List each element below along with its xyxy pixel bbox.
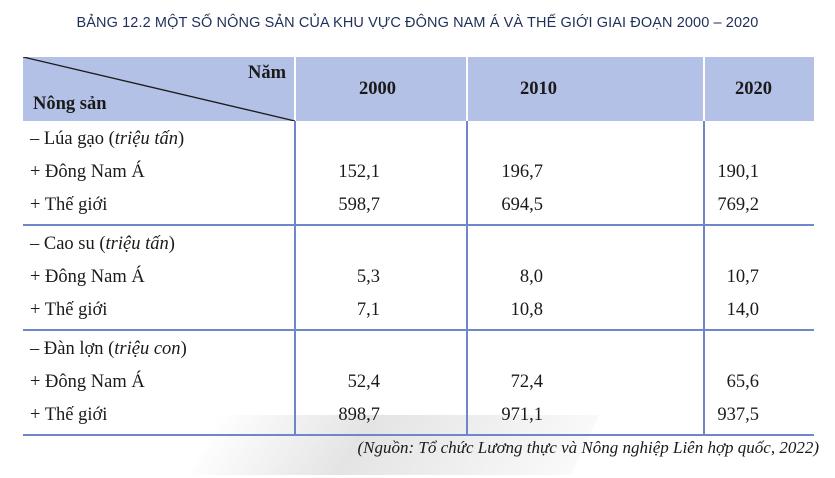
group-title: – Lúa gạo (triệu tấn)	[30, 129, 185, 149]
corner-product-label: Nông sản	[33, 94, 107, 114]
cell-value: 65,6	[726, 372, 759, 392]
group-pigs: – Đàn lợn (triệu con) + Đông Nam Á + Thế…	[23, 330, 814, 436]
cell-value: 72,4	[510, 372, 543, 392]
cell-value: 14,0	[726, 300, 759, 320]
row-label: + Đông Nam Á	[30, 267, 145, 287]
cell-value: 10,7	[726, 267, 759, 287]
cell-value: 598,7	[338, 195, 380, 215]
row-label: + Đông Nam Á	[30, 372, 145, 392]
group-title: – Cao su (triệu tấn)	[30, 234, 175, 254]
cell-value: 5,3	[356, 267, 380, 287]
cell-value: 694,5	[501, 195, 543, 215]
unit: triệu con	[114, 339, 181, 359]
cell-value: 769,2	[717, 195, 759, 215]
row-label: + Thế giới	[30, 300, 108, 320]
year-header: 2020	[703, 57, 814, 121]
group-rice: – Lúa gạo (triệu tấn) + Đông Nam Á + Thế…	[23, 121, 814, 226]
unit: triệu tấn	[114, 129, 178, 149]
cell-value: 898,7	[338, 405, 380, 425]
corner-year-label: Năm	[247, 63, 286, 83]
group-title: – Đàn lợn (triệu con)	[30, 339, 187, 359]
row-label: + Thế giới	[30, 195, 108, 215]
header-row: Năm Nông sản 2000 2010 2020	[23, 57, 814, 121]
cell-value: 196,7	[501, 162, 543, 182]
cell-value: 52,4	[347, 372, 380, 392]
cell-value: 10,8	[510, 300, 543, 320]
year-header: 2010	[466, 57, 704, 121]
diagonal-divider	[23, 57, 295, 121]
year-header: 2000	[294, 57, 467, 121]
cell-value: 971,1	[501, 405, 543, 425]
cell-value: 8,0	[519, 267, 543, 287]
data-table: Năm Nông sản 2000 2010 2020 – Lúa gạo (t…	[23, 57, 814, 436]
row-label: + Thế giới	[30, 405, 108, 425]
cell-value: 152,1	[338, 162, 380, 182]
source-note: (Nguồn: Tổ chức Lương thực và Nông nghiệ…	[357, 438, 819, 457]
cell-value: 7,1	[356, 300, 380, 320]
cell-value: 190,1	[717, 162, 759, 182]
cell-value: 937,5	[717, 405, 759, 425]
corner-cell: Năm Nông sản	[23, 57, 295, 121]
unit: triệu tấn	[105, 234, 169, 254]
table-title: BẢNG 12.2 MỘT SỐ NÔNG SẢN CỦA KHU VỰC ĐÔ…	[76, 15, 759, 31]
group-rubber: – Cao su (triệu tấn) + Đông Nam Á + Thế …	[23, 225, 814, 331]
row-label: + Đông Nam Á	[30, 162, 145, 182]
